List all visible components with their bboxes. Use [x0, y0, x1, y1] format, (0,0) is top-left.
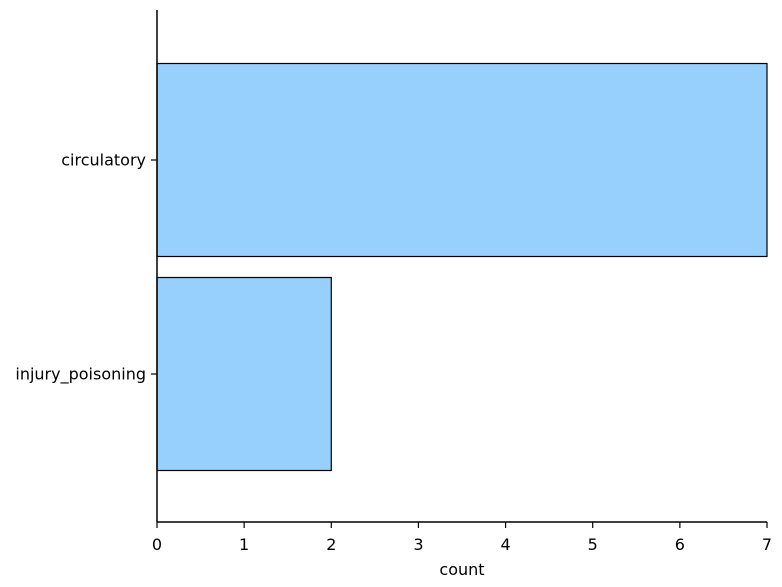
x-tick-label: 3 — [413, 535, 423, 554]
bar-circulatory — [156, 62, 768, 258]
bar-injury-poisoning — [156, 276, 332, 472]
x-tick-label: 7 — [762, 535, 772, 554]
y-tick-label: circulatory — [61, 151, 146, 170]
x-axis-title: count — [439, 560, 484, 579]
bars-group — [156, 62, 768, 472]
x-tick-label: 2 — [326, 535, 336, 554]
x-tick-label: 1 — [239, 535, 249, 554]
x-tick-label: 0 — [152, 535, 162, 554]
x-axis-ticks: 0 1 2 3 4 5 6 7 — [152, 522, 772, 554]
x-tick-label: 4 — [500, 535, 510, 554]
x-tick-label: 5 — [588, 535, 598, 554]
x-tick-label: 6 — [675, 535, 685, 554]
y-tick-label: injury_poisoning — [15, 365, 146, 385]
y-axis-ticks: circulatory injury_poisoning — [15, 151, 157, 385]
